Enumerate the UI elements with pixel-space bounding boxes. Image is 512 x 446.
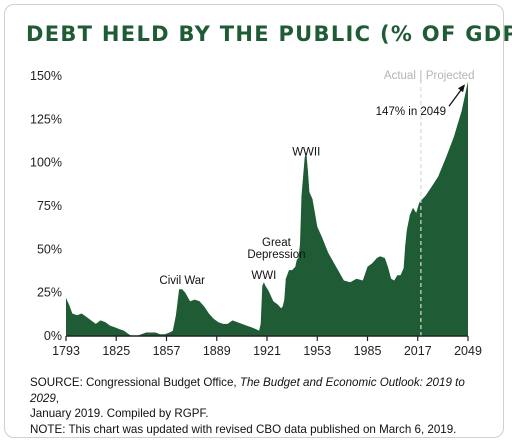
- source-suffix: ,: [55, 391, 60, 405]
- source-line: SOURCE: Congressional Budget Office, The…: [30, 375, 490, 406]
- x-tick-label: 1857: [153, 344, 181, 358]
- y-tick-label: 50%: [37, 242, 62, 256]
- y-axis-ticks: 0% 25% 50% 75% 100% 125% 150%: [30, 69, 62, 343]
- x-tick-label: 1793: [52, 344, 80, 358]
- y-tick-label: 100%: [30, 156, 62, 170]
- annotation-label: Depression: [247, 249, 305, 261]
- x-tick-label: 1953: [303, 344, 331, 358]
- x-tick-label: 2017: [404, 344, 432, 358]
- y-tick-label: 75%: [37, 199, 62, 213]
- phase-separator: |: [419, 70, 422, 82]
- projection-arrow: [448, 86, 464, 107]
- x-tick-label: 2049: [454, 344, 482, 358]
- projected-label: Projected: [426, 70, 475, 82]
- source-title: The Budget and Economic Outlook: 2019 to…: [30, 376, 465, 405]
- annotation-label: WWII: [292, 147, 320, 159]
- footer: SOURCE: Congressional Budget Office, The…: [30, 375, 490, 437]
- note-line: NOTE: This chart was updated with revise…: [30, 422, 457, 436]
- x-tick-label: 1889: [203, 344, 231, 358]
- x-tick-label: 1985: [354, 344, 382, 358]
- chart-title: DEBT HELD BY THE PUBLIC (% OF GDP): [26, 22, 512, 46]
- x-tick-label: 1825: [102, 344, 130, 358]
- debt-area-series: [66, 81, 468, 336]
- annotation-label: 147% in 2049: [376, 106, 446, 118]
- actual-label: Actual: [384, 70, 416, 82]
- y-tick-label: 150%: [30, 69, 62, 83]
- y-tick-label: 125%: [30, 112, 62, 126]
- annotation-label: WWI: [251, 270, 276, 282]
- annotation-label: Great: [262, 237, 292, 249]
- x-tick-label: 1921: [253, 344, 281, 358]
- x-axis-ticks: 1793 1825 1857 1889 1921 1953 1985 2017 2049: [52, 336, 482, 358]
- annotation-label: Civil War: [159, 275, 205, 287]
- arrow-head-icon: [458, 84, 465, 93]
- source-prefix: SOURCE: Congressional Budget Office,: [30, 376, 240, 389]
- y-tick-label: 25%: [37, 286, 62, 300]
- y-tick-label: 0%: [44, 329, 62, 343]
- source-line-2: January 2019. Compiled by RGPF.: [30, 407, 209, 420]
